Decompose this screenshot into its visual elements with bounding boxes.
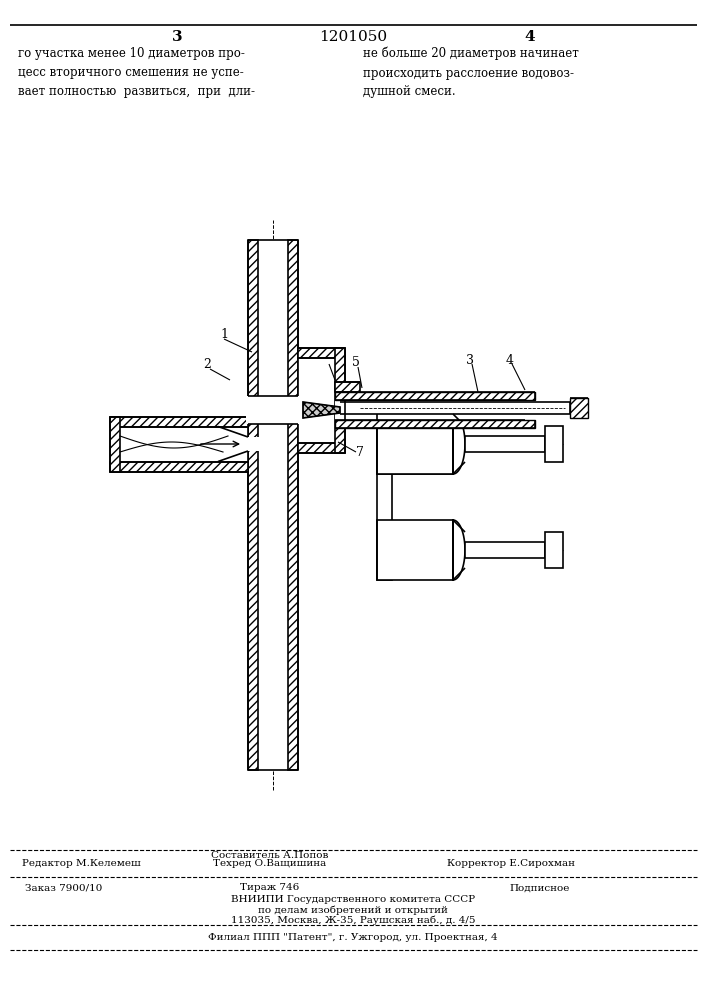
Bar: [570, 398, 588, 418]
Text: го участка менее 10 диаметров про-
цесс вторичного смешения не успе-
вает полнос: го участка менее 10 диаметров про- цесс …: [18, 47, 255, 98]
Text: Составитель А.Попов: Составитель А.Попов: [211, 850, 329, 859]
Bar: [545, 426, 563, 462]
Bar: [110, 462, 248, 472]
Text: Филиал ППП "Патент", г. Ужгород, ул. Проектная, 4: Филиал ППП "Патент", г. Ужгород, ул. Про…: [208, 932, 498, 942]
Bar: [335, 420, 535, 428]
Bar: [377, 414, 453, 474]
Polygon shape: [377, 520, 465, 580]
Text: Заказ 7900/10: Заказ 7900/10: [25, 884, 103, 892]
Bar: [110, 416, 248, 426]
Bar: [335, 392, 535, 400]
Bar: [298, 443, 345, 453]
Bar: [465, 436, 545, 452]
Polygon shape: [120, 426, 248, 462]
Text: 2: 2: [203, 359, 211, 371]
Text: 6: 6: [323, 354, 331, 366]
Text: не больше 20 диаметров начинает
происходить расслоение водовоз-
душной смеси.: не больше 20 диаметров начинает происход…: [363, 47, 579, 99]
Text: 113035, Москва, Ж-35, Раушская наб., д. 4/5: 113035, Москва, Ж-35, Раушская наб., д. …: [230, 915, 475, 925]
Text: 1: 1: [220, 328, 228, 342]
Text: Редактор М.Келемеш: Редактор М.Келемеш: [22, 859, 141, 868]
Text: ВНИИПИ Государственного комитета СССР: ВНИИПИ Государственного комитета СССР: [231, 896, 475, 904]
Text: по делам изобретений и открытий: по делам изобретений и открытий: [258, 905, 448, 915]
Text: Подписное: Подписное: [510, 884, 570, 892]
Bar: [377, 414, 392, 580]
Bar: [120, 426, 248, 462]
Bar: [298, 348, 345, 358]
Text: 7: 7: [356, 446, 364, 458]
Bar: [258, 240, 288, 770]
Text: 1201050: 1201050: [319, 30, 387, 44]
Polygon shape: [377, 414, 465, 474]
Text: 3: 3: [172, 30, 182, 44]
Text: Корректор Е.Сирохман: Корректор Е.Сирохман: [447, 859, 575, 868]
Bar: [110, 416, 120, 472]
Text: 5: 5: [352, 357, 360, 369]
Text: 4: 4: [506, 354, 514, 366]
Bar: [246, 396, 300, 424]
Bar: [298, 358, 335, 443]
Bar: [248, 240, 258, 770]
Bar: [335, 400, 535, 420]
Text: 3: 3: [466, 354, 474, 366]
Bar: [335, 382, 360, 392]
Polygon shape: [303, 402, 340, 418]
Text: Техред О.Ващишина: Техред О.Ващишина: [214, 859, 327, 868]
Bar: [288, 240, 298, 770]
Bar: [335, 348, 345, 453]
Bar: [545, 532, 563, 568]
Text: 4: 4: [525, 30, 535, 44]
Text: Тираж 746: Тираж 746: [240, 884, 300, 892]
Bar: [246, 437, 260, 451]
Bar: [465, 542, 545, 558]
